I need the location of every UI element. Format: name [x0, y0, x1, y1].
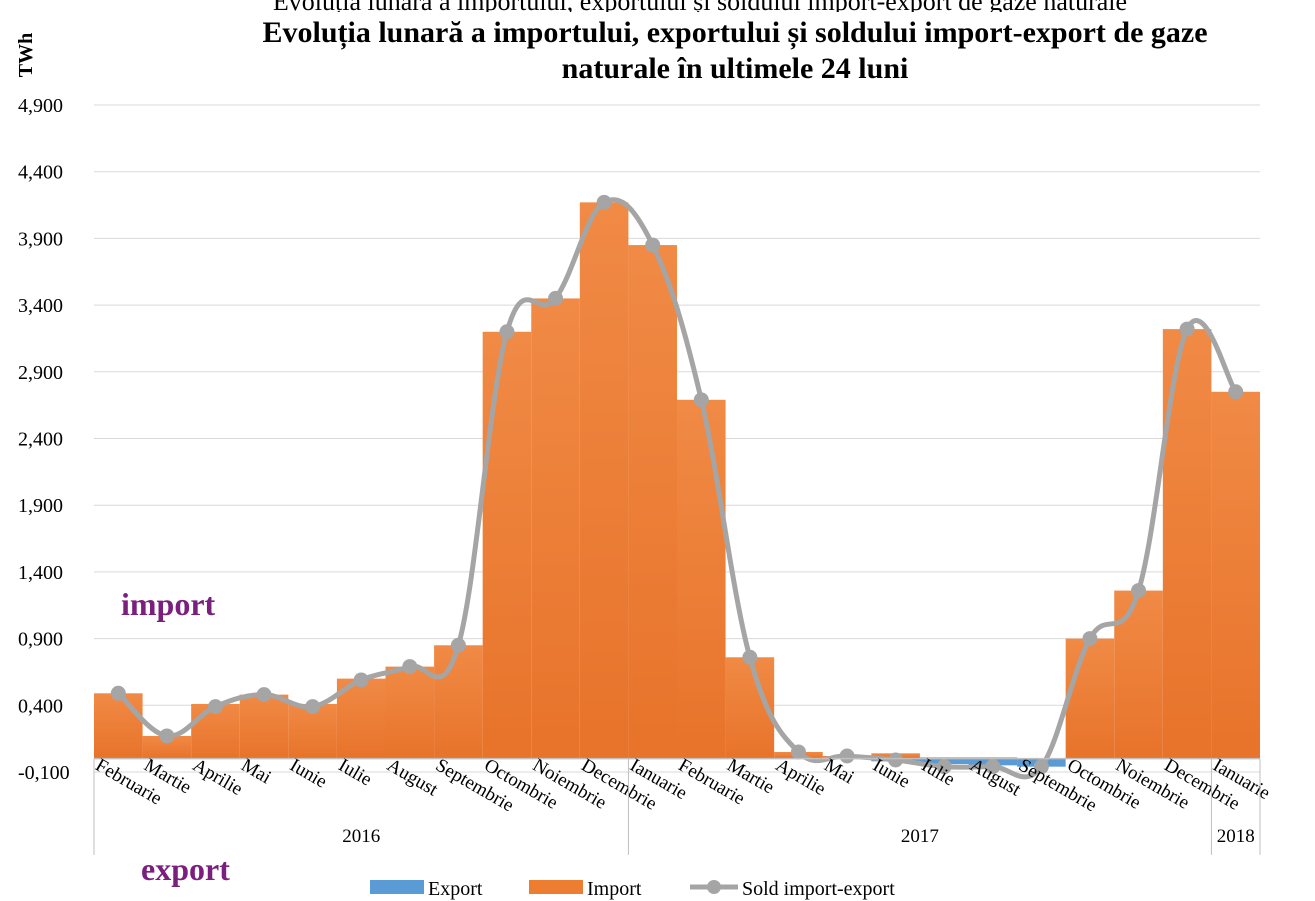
- chart-title-line-1: Evoluția lunară a importului, exportului…: [262, 16, 1207, 50]
- export-annotation: export: [141, 851, 230, 887]
- sold-point: [936, 759, 952, 775]
- y-tick-label: 0,400: [18, 695, 63, 717]
- sold-point: [450, 637, 466, 653]
- sold-point: [1131, 583, 1147, 599]
- sold-line: [110, 194, 1244, 780]
- import-annotation: import: [121, 586, 216, 622]
- sold-point: [305, 699, 321, 715]
- sold-point: [548, 290, 564, 306]
- import-bar: [1065, 638, 1115, 759]
- x-tick-label: Iulie: [335, 755, 376, 791]
- y-tick-label: 3,900: [18, 228, 63, 250]
- y-tick-label: 2,400: [18, 429, 63, 451]
- y-tick-label: 1,400: [18, 562, 63, 584]
- x-tick-label: August: [383, 755, 442, 801]
- import-bar: [579, 202, 629, 759]
- sold-point: [402, 659, 418, 675]
- sold-point: [1228, 384, 1244, 400]
- y-axis-label: TWh: [15, 33, 37, 77]
- sold-point: [207, 699, 223, 715]
- import-bar: [434, 645, 483, 759]
- x-tick-label: Iunie: [286, 755, 330, 793]
- year-label: 2017: [901, 826, 939, 847]
- sold-point: [790, 744, 806, 760]
- y-tick-label: -0,100: [18, 762, 70, 784]
- y-tick-label: 4,400: [18, 162, 63, 184]
- year-label: 2018: [1217, 826, 1255, 847]
- legend-label-export: Export: [428, 878, 483, 900]
- sold-point: [888, 752, 904, 768]
- import-bar: [531, 298, 580, 759]
- sold-point: [159, 728, 175, 744]
- sold-point: [1179, 321, 1195, 337]
- y-tick-label: 3,400: [18, 295, 63, 317]
- sold-point: [693, 392, 709, 408]
- sold-point: [839, 748, 855, 764]
- import-bar: [677, 399, 726, 759]
- sold-point: [110, 685, 126, 701]
- import-bar: [1211, 391, 1260, 759]
- legend-swatch-export: [370, 880, 424, 894]
- import-bar: [385, 666, 435, 759]
- sold-point: [499, 324, 515, 340]
- legend-swatch-sold-marker: [707, 880, 721, 894]
- sold-point: [596, 194, 612, 210]
- legend-label-import: Import: [587, 878, 642, 900]
- sold-point: [353, 672, 369, 688]
- sold-point: [1033, 759, 1049, 775]
- sold-point: [256, 687, 272, 703]
- y-tick-label: 0,900: [18, 629, 63, 651]
- import-bar: [239, 694, 289, 759]
- sold-point: [1082, 631, 1098, 647]
- legend-label-sold: Sold import-export: [742, 878, 895, 900]
- import-bar: [628, 245, 677, 759]
- y-tick-label: 1,900: [18, 495, 63, 517]
- sold-point: [742, 649, 758, 665]
- sold-point: [645, 237, 661, 253]
- import-bar: [142, 735, 192, 759]
- y-tick-labels: -0,100 0,400 0,900 1,400 1,900 2,400 2,900 3,40…: [18, 95, 70, 784]
- x-tick-label: Aprilie: [189, 755, 246, 800]
- y-tick-label: 2,900: [18, 362, 63, 384]
- legend-swatch-import: [529, 880, 583, 894]
- legend: Export Import Sold import-export: [370, 878, 895, 900]
- sold-point: [985, 759, 1001, 775]
- chart-title-line-2: naturale în ultimele 24 luni: [562, 52, 909, 85]
- y-tick-label: 4,900: [18, 95, 63, 117]
- import-bar: [94, 693, 143, 759]
- year-label: 2016: [342, 826, 380, 847]
- import-bar: [1114, 590, 1163, 759]
- import-bar: [482, 331, 532, 759]
- bars: [94, 202, 1260, 767]
